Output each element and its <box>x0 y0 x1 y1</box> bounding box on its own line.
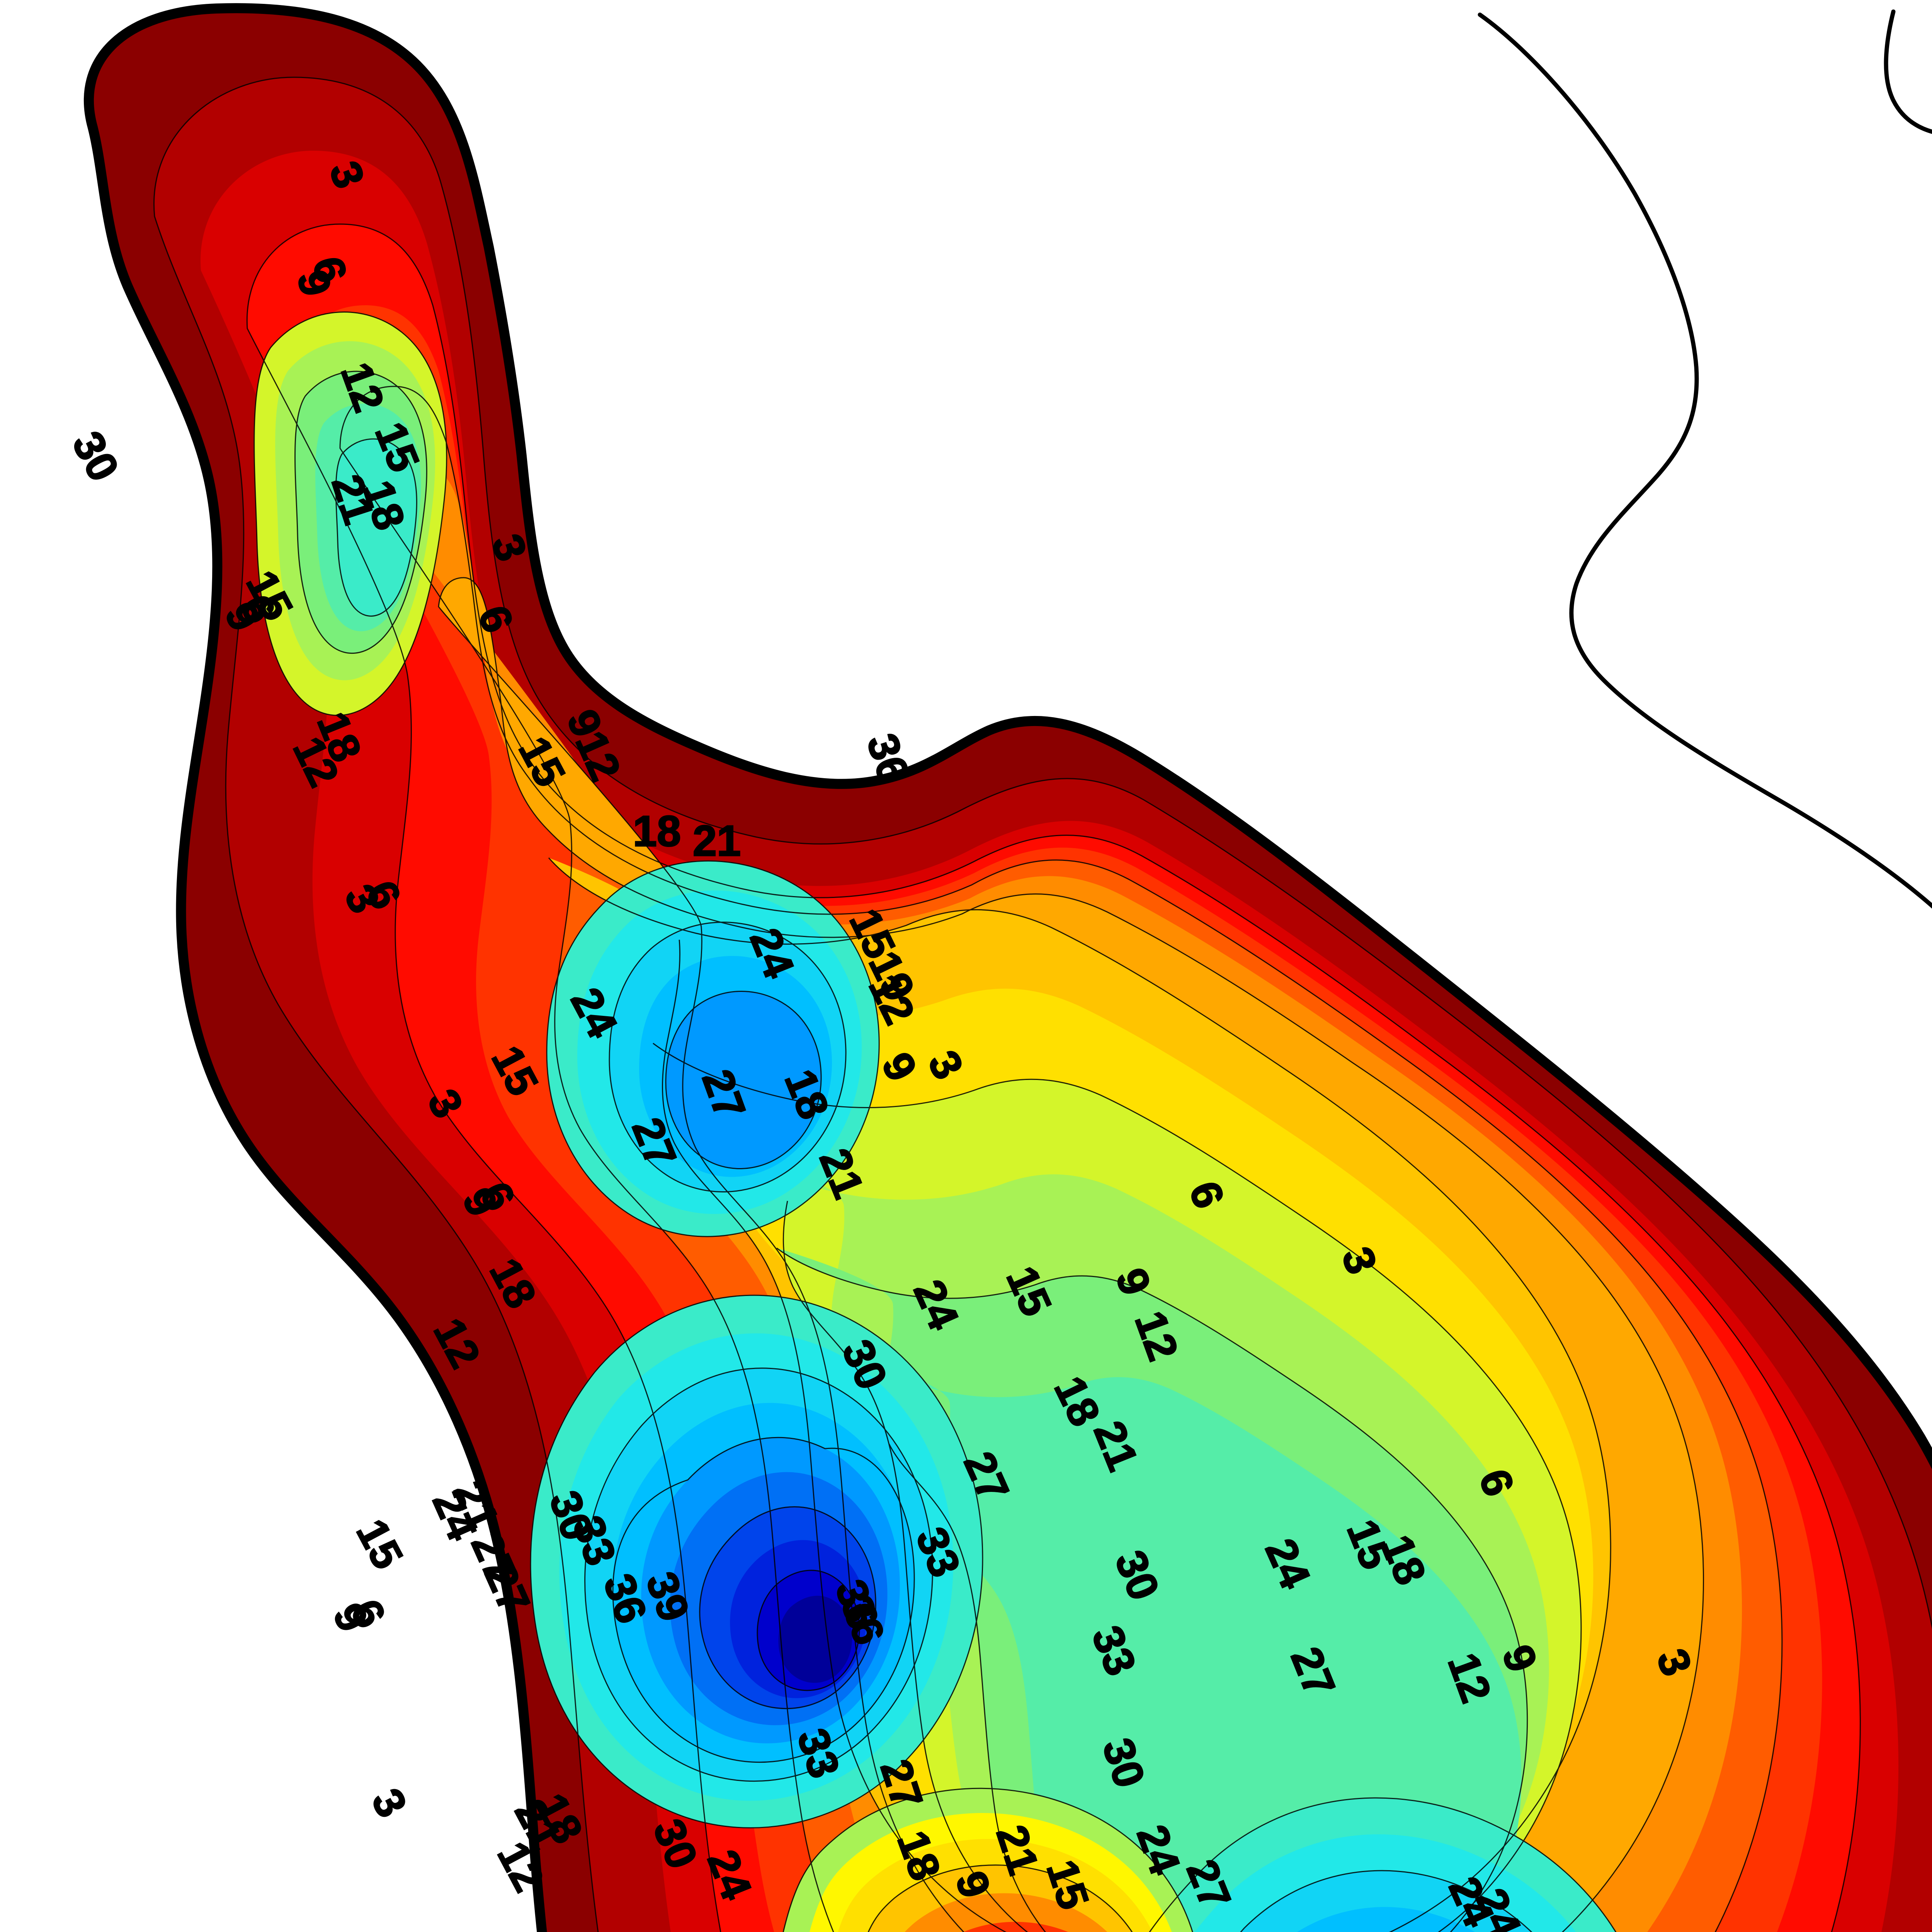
depth-contour-label: 21 <box>693 817 741 865</box>
depth-contour-label: 3 <box>362 1781 417 1825</box>
lake-shoreline <box>84 3 1932 1932</box>
central-shallow-bar <box>772 1788 1202 1932</box>
upper-central-basin <box>547 861 879 1237</box>
west-central-deep-hole <box>531 1295 983 1828</box>
depth-contour-label: 18 <box>633 807 681 855</box>
road-line-west <box>1478 12 1932 909</box>
depth-contour-label: 15 <box>347 1511 412 1577</box>
road-line-east <box>1884 9 1932 134</box>
depth-contour-label: 30 <box>63 423 128 489</box>
contour-line-group <box>153 77 1932 1932</box>
